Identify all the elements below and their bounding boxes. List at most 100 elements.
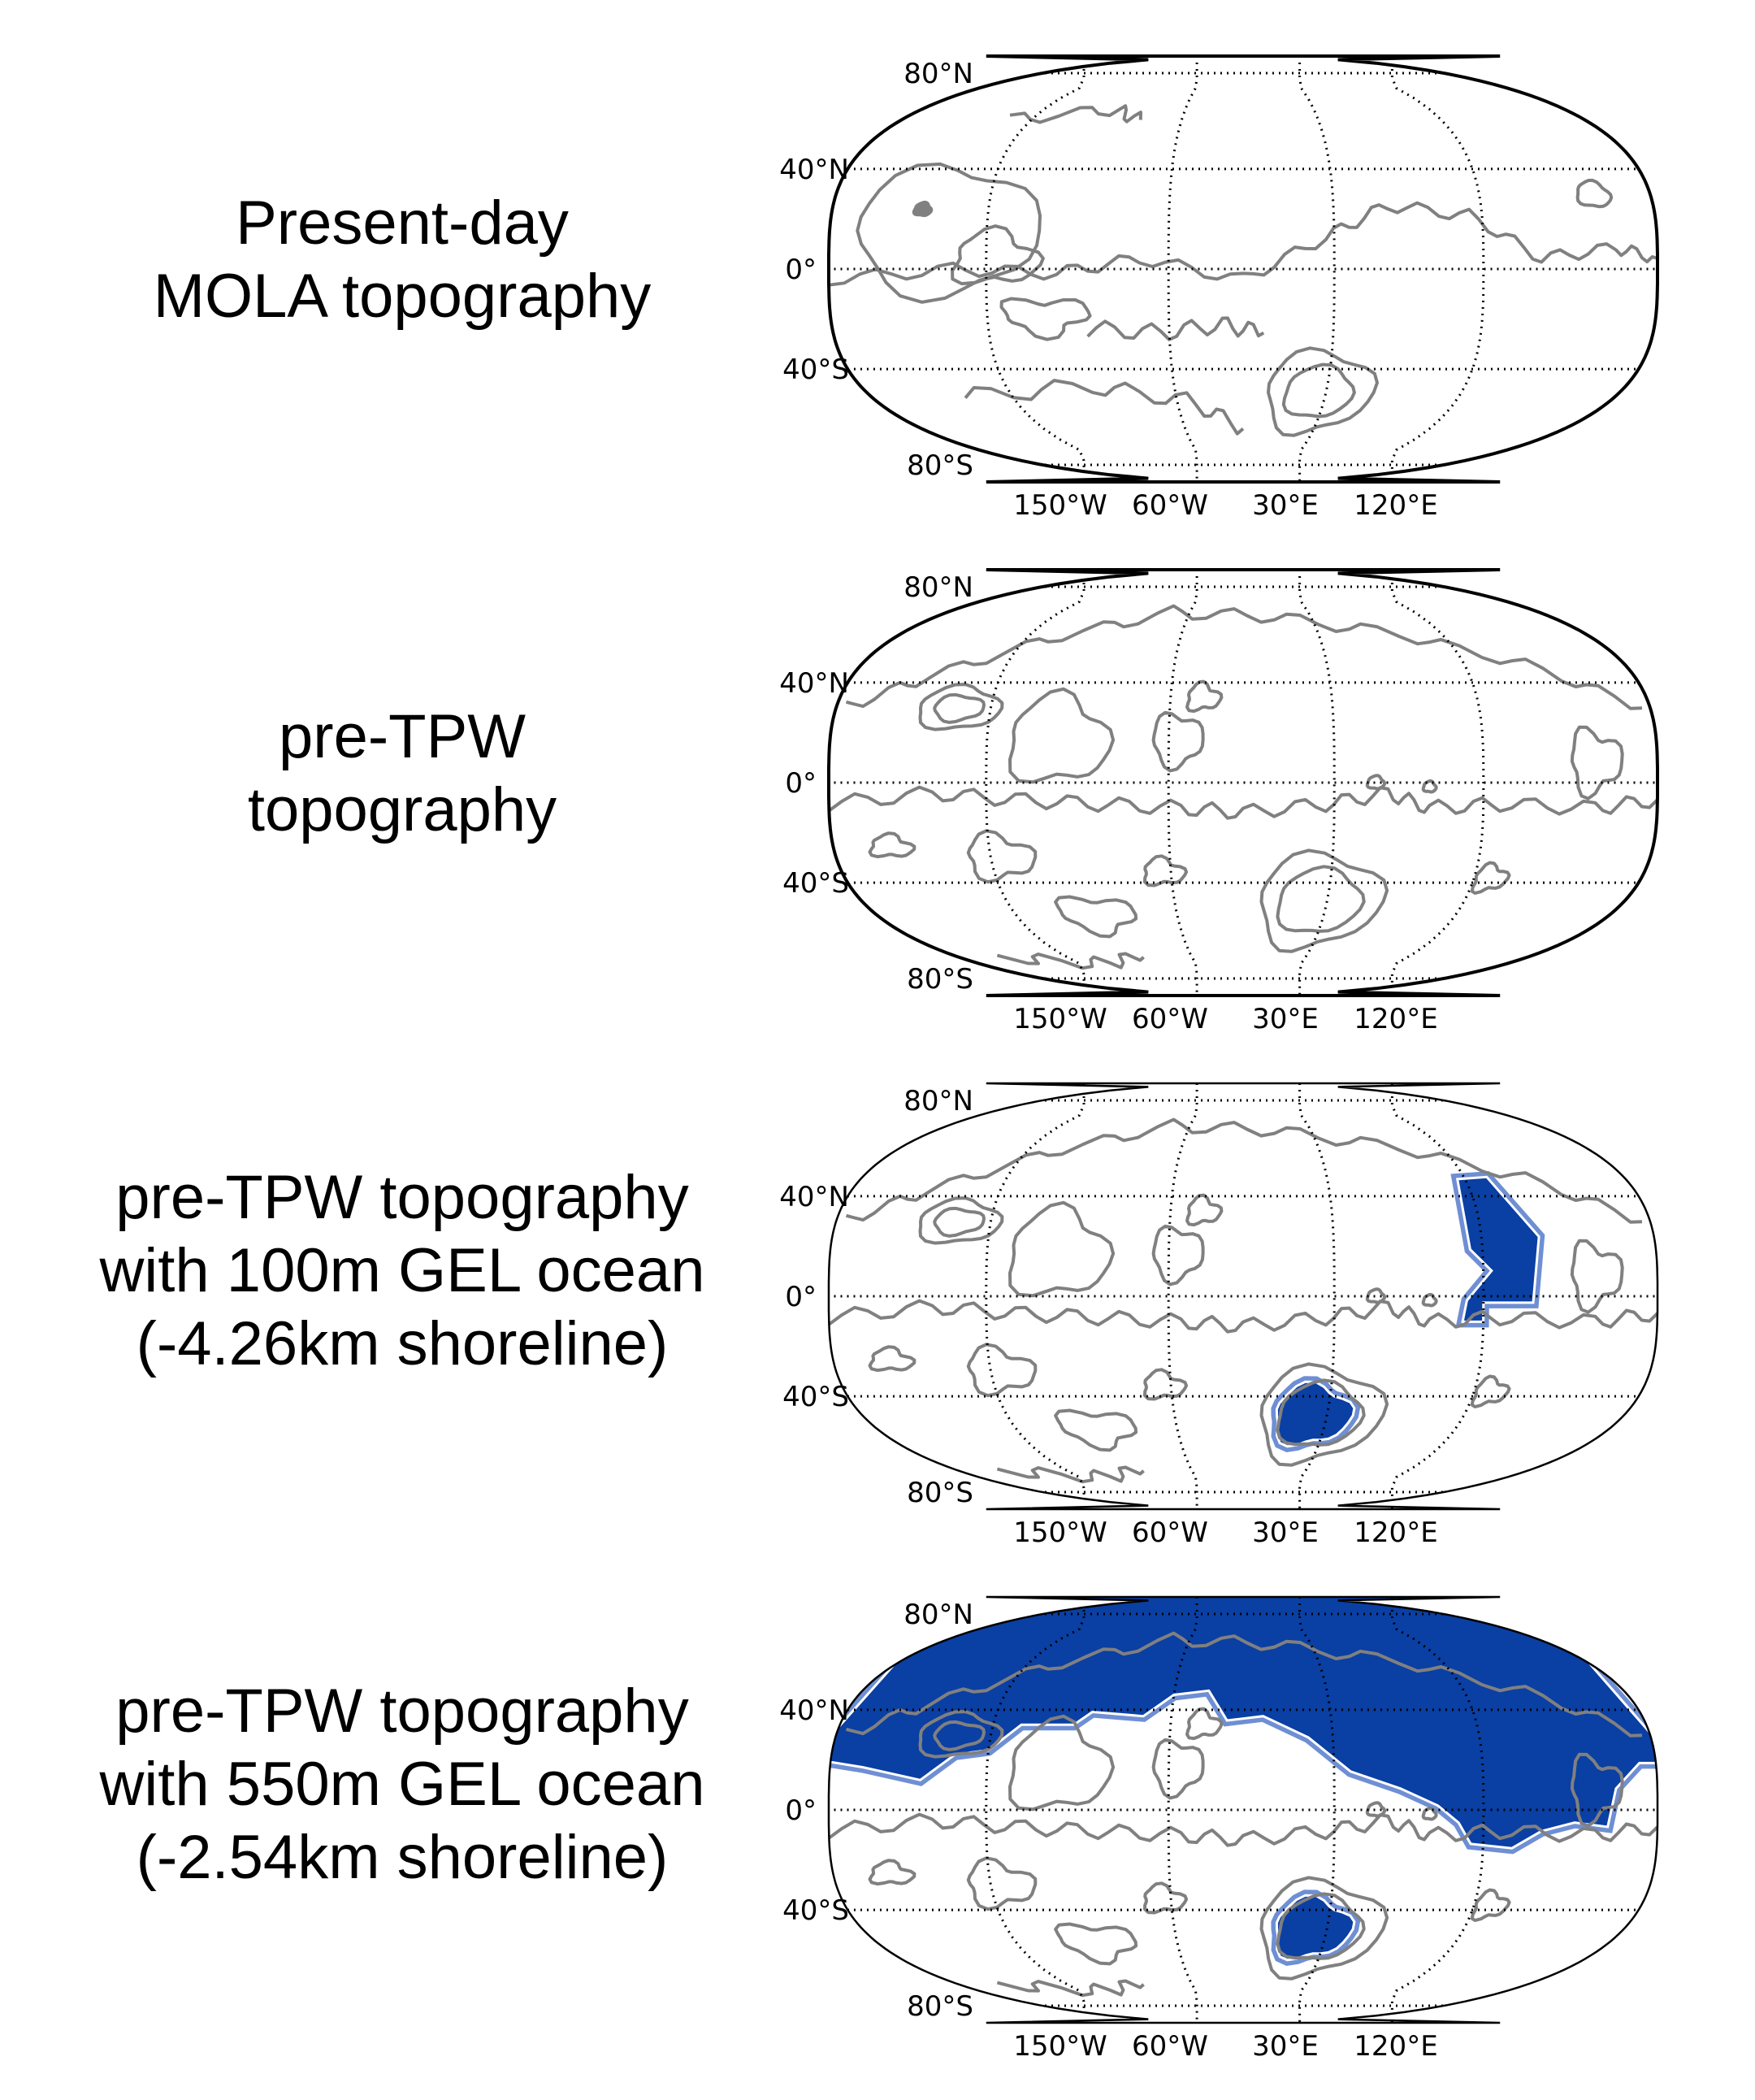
caption-line: (-4.26km shoreline) xyxy=(136,1309,669,1378)
contour-line xyxy=(829,785,1658,820)
contour-line xyxy=(996,1465,1145,1484)
graticule xyxy=(829,1597,1658,2023)
longitude-label: 150°W xyxy=(1013,1003,1107,1035)
longitude-label: 150°W xyxy=(1013,489,1107,522)
contour-line xyxy=(1276,1892,1366,1960)
caption-line: pre-TPW xyxy=(279,702,526,771)
map-content xyxy=(829,56,1658,482)
contour-line xyxy=(964,379,1245,436)
meridian-line xyxy=(1390,570,1485,996)
contour-line xyxy=(1570,1239,1624,1314)
topography-contours xyxy=(829,604,1658,970)
map-content xyxy=(829,1083,1658,1509)
meridian-line xyxy=(985,56,1086,482)
contour-line xyxy=(1259,1362,1389,1467)
meridian-line xyxy=(985,570,1086,996)
contour-line xyxy=(1259,848,1389,953)
caption-line: pre-TPW topography xyxy=(115,1163,689,1232)
mars-map: 80°N 40°N 0° 40°S 80°S 150°W 60°W 30°E 120°E xyxy=(779,1595,1659,2063)
graticule xyxy=(829,1083,1658,1509)
latitude-label: 80°N xyxy=(904,1085,973,1117)
latitude-label: 40°N xyxy=(779,1181,849,1213)
contour-line xyxy=(1276,865,1366,933)
contour-line xyxy=(996,952,1145,970)
contour-line xyxy=(829,1299,1658,1334)
contour-line xyxy=(829,1812,1658,1847)
contour-line xyxy=(996,1979,1145,1998)
latitude-label: 0° xyxy=(785,254,817,286)
contour-line xyxy=(1470,1374,1511,1408)
contour-line xyxy=(933,1720,986,1751)
contour-line xyxy=(1365,774,1386,791)
longitude-label: 150°W xyxy=(1013,2030,1107,2063)
contour-line xyxy=(1143,1881,1189,1915)
longitude-label: 120°E xyxy=(1354,489,1437,522)
topography-contours xyxy=(829,104,1658,437)
contour-line xyxy=(1143,1368,1189,1401)
caption-line: topography xyxy=(247,775,557,844)
latitude-label: 40°S xyxy=(782,867,849,900)
latitude-label: 80°S xyxy=(907,449,973,482)
latitude-label: 40°N xyxy=(779,667,849,700)
map-outline xyxy=(827,568,1659,997)
contour-line xyxy=(1570,725,1624,801)
ocean-south-basin xyxy=(1275,1380,1356,1448)
contour-line xyxy=(1365,1287,1386,1304)
contour-line xyxy=(951,224,1045,286)
latitude-label: 0° xyxy=(785,767,817,800)
contour-line xyxy=(1008,1714,1116,1811)
contour-line xyxy=(912,201,934,218)
contour-line xyxy=(1185,679,1224,714)
latitude-label: 40°N xyxy=(779,1694,849,1727)
contour-line xyxy=(918,683,1004,731)
contour-line xyxy=(868,1345,916,1373)
contour-line xyxy=(1421,1807,1438,1821)
contour-line xyxy=(1008,687,1116,784)
contour-line xyxy=(1086,316,1265,341)
meridian-line xyxy=(1390,56,1485,482)
longitude-label: 30°E xyxy=(1252,1003,1319,1035)
map-content xyxy=(829,570,1658,996)
latitude-label: 80°N xyxy=(904,571,973,604)
contour-line xyxy=(1267,346,1379,437)
contour-line xyxy=(933,692,986,724)
contour-line xyxy=(933,1206,986,1238)
panel-present-day: Present-day MOLA topography 80°N 40°N 0° 40… xyxy=(0,0,1755,522)
ocean-north-basin xyxy=(1455,1175,1540,1323)
contour-line xyxy=(1365,1801,1386,1818)
meridian-line xyxy=(1390,1597,1485,2023)
topography-contours xyxy=(829,1631,1658,1998)
contour-line xyxy=(1575,178,1614,209)
map-outline xyxy=(827,1595,1659,2024)
contour-line xyxy=(1185,1707,1224,1741)
panel-pre-tpw: pre-TPW topography 80°N 40°N 0° 40°S 80°S 150… xyxy=(0,514,1755,1035)
latitude-label: 80°N xyxy=(904,1599,973,1631)
latitude-label: 80°S xyxy=(907,1477,973,1509)
longitude-label: 120°E xyxy=(1354,1003,1437,1035)
contour-line xyxy=(1421,1293,1438,1308)
contour-line xyxy=(1009,104,1142,124)
contour-line xyxy=(845,1117,1643,1224)
latitude-label: 40°N xyxy=(779,154,849,186)
latitude-label: 0° xyxy=(785,1281,817,1313)
map-outline xyxy=(827,1082,1659,1511)
contour-line xyxy=(1151,710,1205,773)
mars-map: 80°N 40°N 0° 40°S 80°S 150°W 60°W 30°E 120°E xyxy=(779,568,1659,1035)
caption-line: with 100m GEL ocean xyxy=(99,1236,705,1305)
contour-line xyxy=(966,829,1038,884)
map-content xyxy=(829,1597,1658,2023)
contour-line xyxy=(829,201,1658,287)
latitude-label: 40°S xyxy=(782,354,849,386)
caption-line: MOLA topography xyxy=(153,262,652,331)
contour-line xyxy=(1054,1408,1138,1452)
panel-100m-ocean: pre-TPW topography with 100m GEL ocean (… xyxy=(0,1027,1755,1549)
longitude-label: 60°W xyxy=(1132,1003,1208,1035)
caption-line: pre-TPW topography xyxy=(115,1677,689,1746)
longitude-label: 30°E xyxy=(1252,489,1319,522)
contour-line xyxy=(1281,362,1356,419)
contour-line xyxy=(1570,1752,1624,1828)
contour-line xyxy=(1470,1888,1511,1922)
panel-550m-ocean: pre-TPW topography with 550m GEL ocean (… xyxy=(0,1541,1755,2063)
caption-line: with 550m GEL ocean xyxy=(99,1750,705,1819)
panel-caption: pre-TPW topography xyxy=(24,668,780,879)
